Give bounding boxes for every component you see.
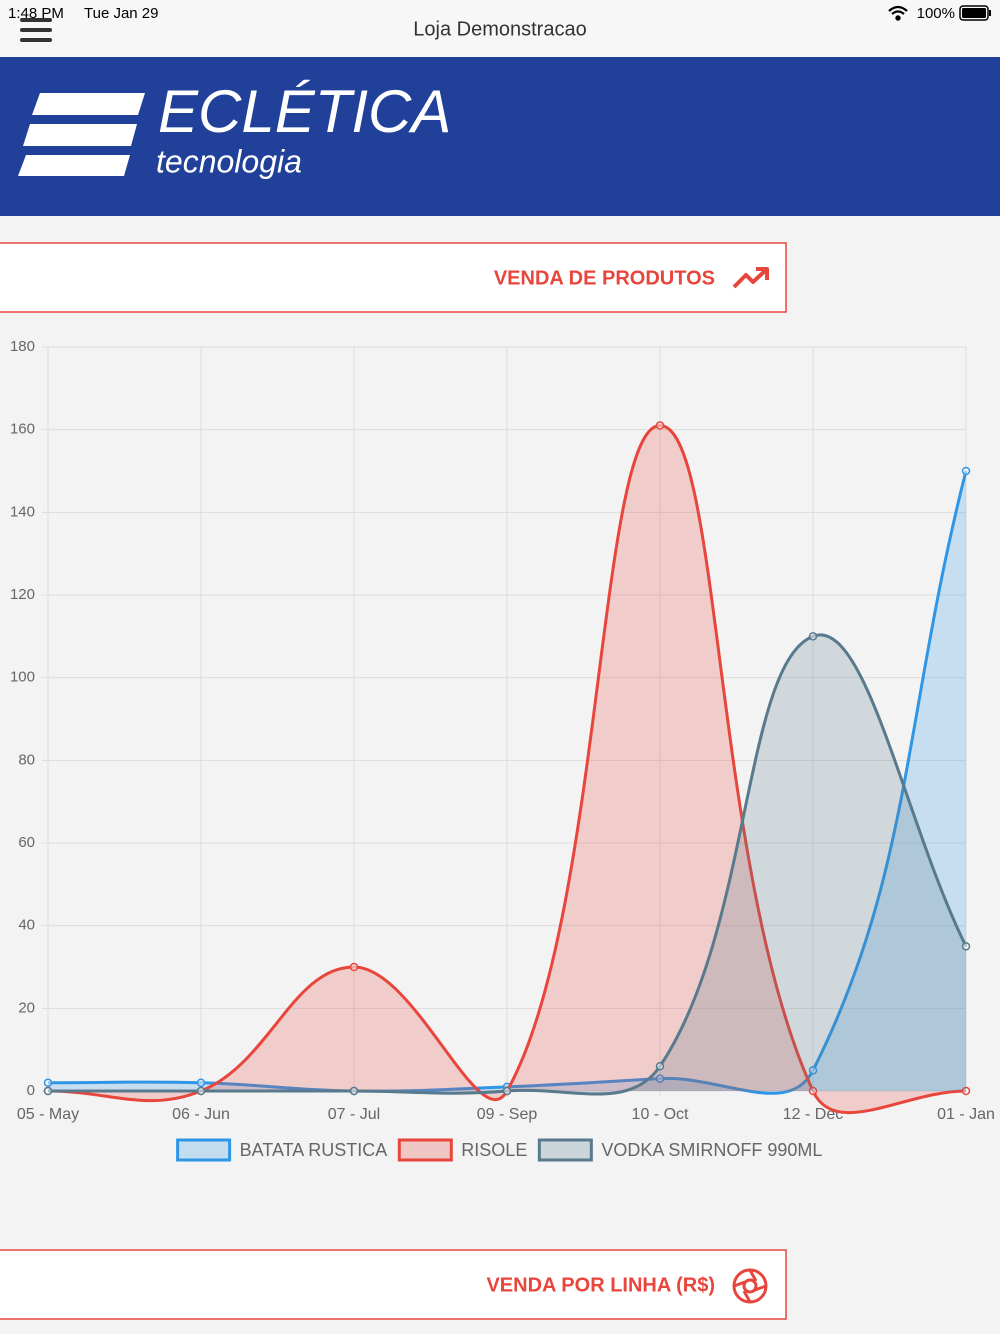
- data-point: [349, 1086, 359, 1096]
- x-tick-label: 12 - Dec: [783, 1106, 843, 1123]
- status-time: 1:48 PM: [8, 5, 64, 22]
- data-point: [961, 942, 971, 951]
- menu-button[interactable]: [20, 18, 52, 42]
- legend-swatch: [176, 1138, 232, 1162]
- data-point: [961, 1086, 971, 1096]
- legend-swatch: [397, 1138, 453, 1162]
- battery-icon: [959, 5, 991, 21]
- y-tick-label: 180: [10, 338, 35, 355]
- y-tick-label: 100: [10, 669, 35, 686]
- logo-name: ECLÉTICA: [158, 78, 451, 145]
- data-point: [502, 1086, 512, 1096]
- logo-tagline: tecnologia: [156, 143, 302, 179]
- trend-icon: [732, 267, 769, 289]
- legend-item: RISOLE: [397, 1138, 527, 1162]
- data-point: [808, 1086, 818, 1096]
- x-tick-label: 07 - Jul: [328, 1106, 380, 1123]
- data-point: [43, 1086, 53, 1096]
- status-battery: 100%: [917, 5, 955, 22]
- x-tick-label: 10 - Oct: [632, 1106, 689, 1123]
- series-area: [48, 634, 966, 1095]
- x-tick-label: 06 - Jun: [172, 1106, 230, 1123]
- status-date: Tue Jan 29: [84, 5, 159, 22]
- banner: [0, 57, 1000, 216]
- section-card[interactable]: [0, 242, 787, 313]
- data-point: [196, 1086, 206, 1096]
- section-card[interactable]: [0, 1249, 787, 1320]
- data-point: [961, 466, 971, 476]
- legend-label: VODKA SMIRNOFF 990ML: [601, 1140, 822, 1160]
- y-tick-label: 140: [10, 503, 35, 520]
- chart: 0 20 40 60 80 100 120 140 160 180 05 - May 06 - Jun…: [10, 338, 995, 1162]
- data-point: [808, 632, 818, 641]
- data-point: [196, 1078, 206, 1087]
- legend-swatch: [537, 1138, 593, 1162]
- data-point: [808, 1066, 818, 1075]
- legend-item: BATATA RUSTICA: [176, 1138, 388, 1162]
- legend-label: RISOLE: [461, 1140, 527, 1160]
- data-point: [43, 1078, 53, 1087]
- x-tick-label: 09 - Sep: [477, 1106, 538, 1123]
- wifi-icon: [888, 5, 908, 21]
- data-point: [655, 1074, 665, 1083]
- y-tick-label: 0: [27, 1082, 35, 1099]
- y-tick-label: 60: [18, 834, 35, 851]
- series-area: [48, 425, 966, 1113]
- series-line: [47, 424, 967, 1115]
- legend-item: VODKA SMIRNOFF 990ML: [537, 1138, 822, 1162]
- section-title: VENDA POR LINHA (R$): [486, 1274, 715, 1296]
- data-point: [655, 1061, 665, 1071]
- data-point: [349, 962, 359, 972]
- y-tick-label: 20: [18, 999, 35, 1016]
- legend: BATATA RUSTICA RISOLE VODKA SMIRNOFF 990ML: [176, 1138, 822, 1162]
- series-line: [47, 633, 968, 1096]
- section-title: VENDA DE PRODUTOS: [494, 267, 715, 289]
- data-point: [655, 421, 665, 430]
- series-area: [48, 471, 966, 1094]
- y-tick-label: 160: [10, 421, 35, 438]
- nav-title: Loja Demonstracao: [413, 18, 586, 40]
- top-bar: [0, 0, 1000, 57]
- x-tick-label: 01 - Jan: [937, 1106, 995, 1123]
- aperture-icon: [732, 1268, 768, 1304]
- y-tick-label: 80: [18, 751, 35, 768]
- y-tick-label: 120: [10, 586, 35, 603]
- legend-label: BATATA RUSTICA: [240, 1140, 388, 1160]
- logo-mark: [18, 93, 145, 176]
- y-tick-label: 40: [18, 917, 35, 934]
- x-tick-label: 05 - May: [17, 1106, 79, 1123]
